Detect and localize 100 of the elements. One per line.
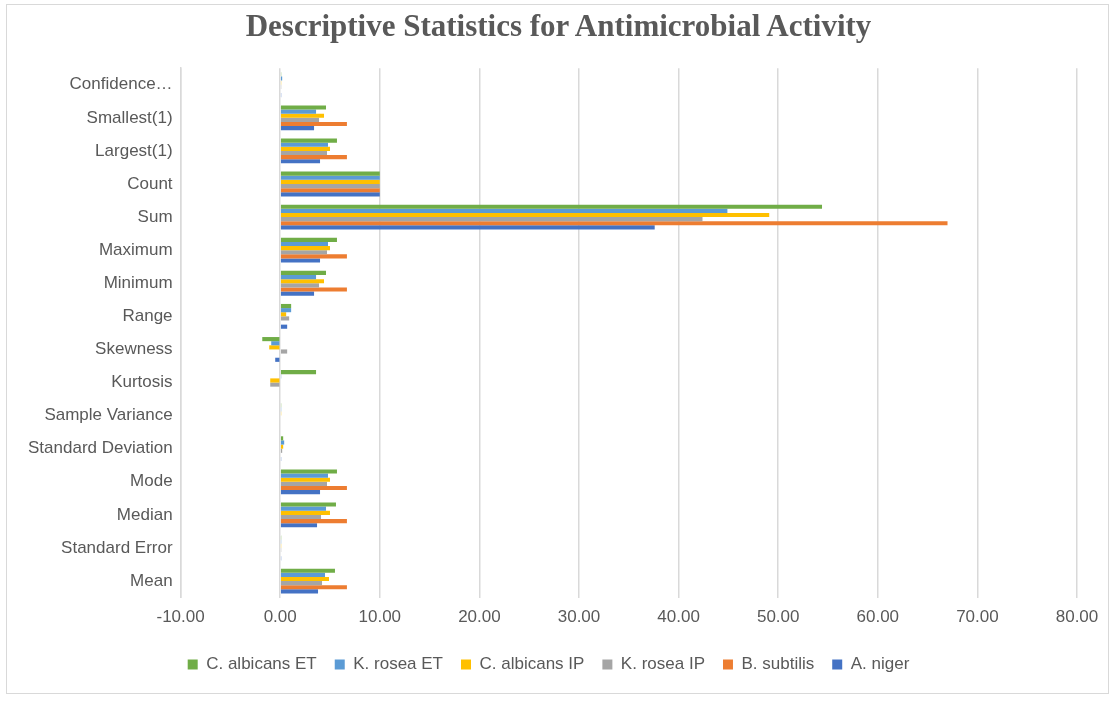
bar [280, 308, 292, 313]
y-tick-label: Minimum [103, 272, 173, 292]
bar [280, 572, 326, 577]
bar [280, 576, 329, 582]
bar [280, 250, 328, 255]
y-tick-label: Largest(1) [95, 140, 173, 160]
bar [280, 585, 347, 590]
bar [280, 126, 315, 131]
bar [270, 378, 280, 383]
bar [280, 370, 317, 375]
bar [280, 184, 380, 189]
x-tick-label: -10.00 [156, 607, 205, 627]
y-tick-label: Confidence… [69, 74, 173, 94]
bar [280, 171, 380, 176]
bar [280, 241, 328, 247]
y-tick-label: Count [127, 173, 173, 193]
y-tick-label: Sum [137, 206, 173, 226]
y-tick-label: Maximum [98, 239, 173, 259]
bar [280, 303, 292, 309]
bar [280, 204, 823, 209]
bar [280, 519, 347, 524]
bar [280, 510, 330, 515]
y-tick-label: Median [116, 504, 173, 524]
bar [280, 485, 347, 491]
bar [280, 117, 320, 122]
bar [280, 469, 337, 474]
bar [280, 523, 318, 528]
y-tick-label: Range [122, 306, 173, 326]
bar [280, 589, 319, 594]
bar [280, 481, 328, 486]
bar [280, 568, 335, 573]
x-tick-label: 20.00 [458, 607, 501, 627]
chart-title: Descriptive Statistics for Antimicrobial Activity [244, 8, 873, 44]
bar [280, 221, 948, 226]
y-tick-label: Skewness [95, 339, 173, 359]
bar [280, 581, 323, 586]
x-tick-label: 40.00 [657, 607, 700, 627]
bar [280, 312, 287, 317]
bar [280, 225, 655, 230]
bar [280, 212, 770, 218]
bar [280, 316, 290, 321]
bar [280, 270, 327, 275]
bar [280, 254, 347, 259]
y-tick-label: Sample Variance [44, 405, 173, 425]
bar [280, 502, 336, 507]
bar [280, 291, 315, 296]
bar [280, 506, 327, 511]
bar [280, 275, 317, 280]
legend-label: B. subtilis [741, 654, 815, 674]
y-tick-label: Mean [130, 570, 173, 590]
x-tick-label: 80.00 [1055, 607, 1099, 627]
bar [280, 150, 328, 156]
legend-label: C. albicans IP [479, 654, 585, 674]
bar [280, 142, 328, 147]
bar [280, 217, 703, 222]
bar [280, 105, 327, 110]
bar [280, 283, 320, 288]
bar [280, 121, 347, 127]
bar [280, 155, 347, 160]
bar [280, 258, 321, 263]
x-tick-label: 70.00 [956, 607, 999, 627]
legend-label: K. rosea ET [353, 654, 443, 674]
bar [270, 382, 280, 387]
bar [280, 287, 347, 292]
bar [280, 514, 322, 520]
x-tick-label: 30.00 [557, 607, 601, 627]
bar [280, 192, 380, 197]
bar [280, 473, 328, 478]
bar [280, 279, 325, 284]
bar [280, 440, 285, 445]
legend-label: A. niger [850, 654, 910, 674]
legend-label: C. albicans ET [206, 654, 317, 674]
legend-label: K. rosea IP [620, 654, 705, 674]
bar [280, 109, 317, 114]
bar [271, 341, 280, 346]
x-tick-label: 60.00 [856, 607, 900, 627]
y-tick-label: Mode [130, 471, 173, 491]
bar [280, 188, 380, 193]
bar [280, 324, 288, 329]
x-tick-label: 10.00 [358, 607, 402, 627]
bar [280, 146, 330, 151]
y-tick-label: Kurtosis [111, 372, 173, 392]
y-tick-label: Smallest(1) [86, 107, 173, 127]
bar [280, 208, 728, 213]
bar [280, 138, 337, 143]
bar [262, 337, 280, 342]
bar [280, 490, 321, 495]
bar [269, 345, 280, 350]
x-tick-label: 0.00 [263, 607, 297, 627]
bar [280, 175, 380, 180]
bar [280, 477, 330, 482]
x-tick-label: 50.00 [756, 607, 800, 627]
bar [280, 179, 380, 185]
bar [275, 357, 280, 362]
y-tick-label: Standard Deviation [28, 438, 173, 458]
bar [280, 159, 321, 164]
bar [280, 246, 330, 251]
y-tick-label: Standard Error [61, 537, 173, 557]
bar [280, 237, 337, 242]
bar [280, 349, 288, 354]
